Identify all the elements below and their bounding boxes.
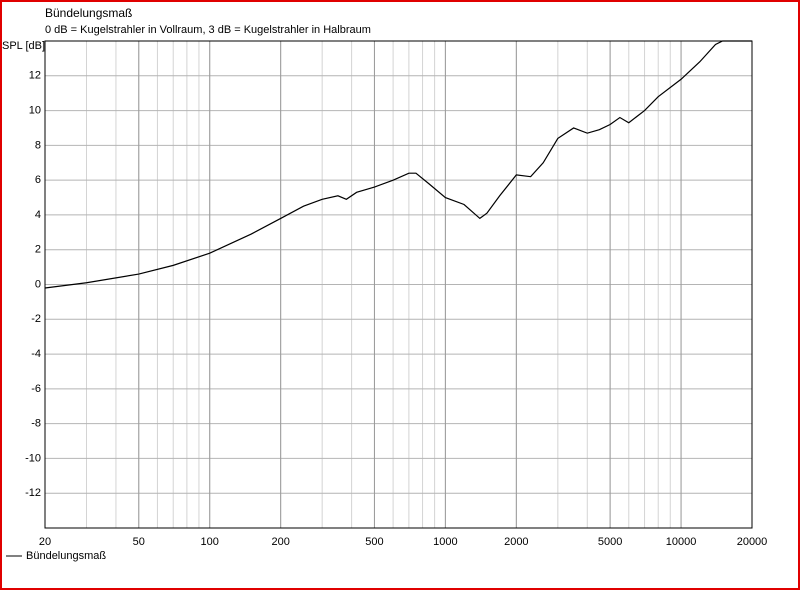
chart-title: Bündelungsmaß — [45, 6, 132, 20]
y-tick-label: 10 — [29, 104, 41, 116]
y-tick-label: -12 — [25, 487, 41, 499]
y-tick-label: -2 — [31, 313, 41, 325]
data-line — [44, 40, 752, 289]
y-tick-label: -10 — [25, 452, 41, 464]
x-tick-label: 200 — [271, 536, 289, 548]
y-axis-label: SPL [dB] — [2, 40, 45, 52]
y-tick-label: 0 — [35, 278, 41, 290]
y-tick-label: 8 — [35, 139, 41, 151]
y-tick-label: 4 — [35, 209, 41, 221]
x-tick-label: 10000 — [666, 536, 697, 548]
y-tick-label: -4 — [31, 348, 41, 360]
x-tick-label: 2000 — [504, 536, 528, 548]
y-tick-label: 2 — [35, 244, 41, 256]
y-tick-label: 12 — [29, 70, 41, 82]
y-tick-label: -8 — [31, 418, 41, 430]
y-tick-label: 6 — [35, 174, 41, 186]
x-tick-label: 500 — [365, 536, 383, 548]
y-tick-label: -6 — [31, 383, 41, 395]
x-tick-label: 20000 — [737, 536, 768, 548]
x-tick-label: 20 — [39, 536, 51, 548]
x-tick-label: 1000 — [433, 536, 457, 548]
x-tick-label: 100 — [201, 536, 219, 548]
plot-frame — [44, 40, 753, 529]
chart-subtitle: 0 dB = Kugelstrahler in Vollraum, 3 dB =… — [45, 24, 371, 36]
x-tick-label: 5000 — [598, 536, 622, 548]
x-tick-label: 50 — [133, 536, 145, 548]
legend-label: Bündelungsmaß — [26, 550, 106, 562]
